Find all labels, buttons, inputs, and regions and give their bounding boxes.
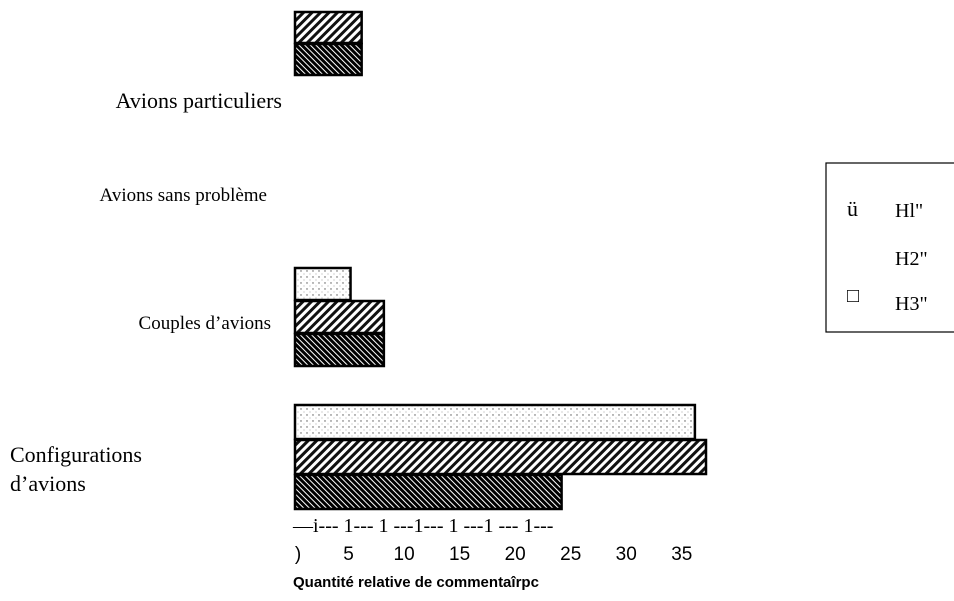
x-axis-label: Quantité relative de commentaîrpc — [293, 574, 539, 591]
bar — [293, 266, 352, 302]
bar — [293, 473, 563, 511]
bar — [293, 438, 708, 476]
legend-label: H3" — [895, 293, 928, 315]
axis-line-text: —i--- 1--- 1 ---1--- 1 ---1 --- 1--- — [292, 515, 553, 537]
legend-box — [825, 162, 954, 333]
x-tick-label: 5 — [343, 544, 354, 565]
category-label: Couples d’avions — [139, 313, 271, 334]
x-tick-label: 30 — [616, 544, 637, 565]
x-tick-label: 25 — [560, 544, 581, 565]
bar — [293, 10, 363, 45]
legend-label: Hl" — [895, 200, 923, 222]
x-tick-label: 35 — [671, 544, 692, 565]
category-label: Configurations d’avions — [10, 442, 142, 496]
bar — [293, 42, 363, 77]
bar — [293, 299, 386, 335]
legend-label: H2" — [895, 248, 928, 270]
x-tick-label: ) — [295, 544, 301, 565]
x-tick-label: 10 — [394, 544, 415, 565]
legend-symbol: □ — [847, 285, 859, 307]
x-tick-label: 20 — [505, 544, 526, 565]
x-tick-label: 15 — [449, 544, 470, 565]
bar — [293, 332, 386, 368]
category-label: Avions particuliers — [116, 88, 282, 113]
category-label: Avions sans problème — [100, 185, 267, 206]
bar — [293, 403, 697, 441]
legend-symbol: ü — [847, 196, 858, 221]
